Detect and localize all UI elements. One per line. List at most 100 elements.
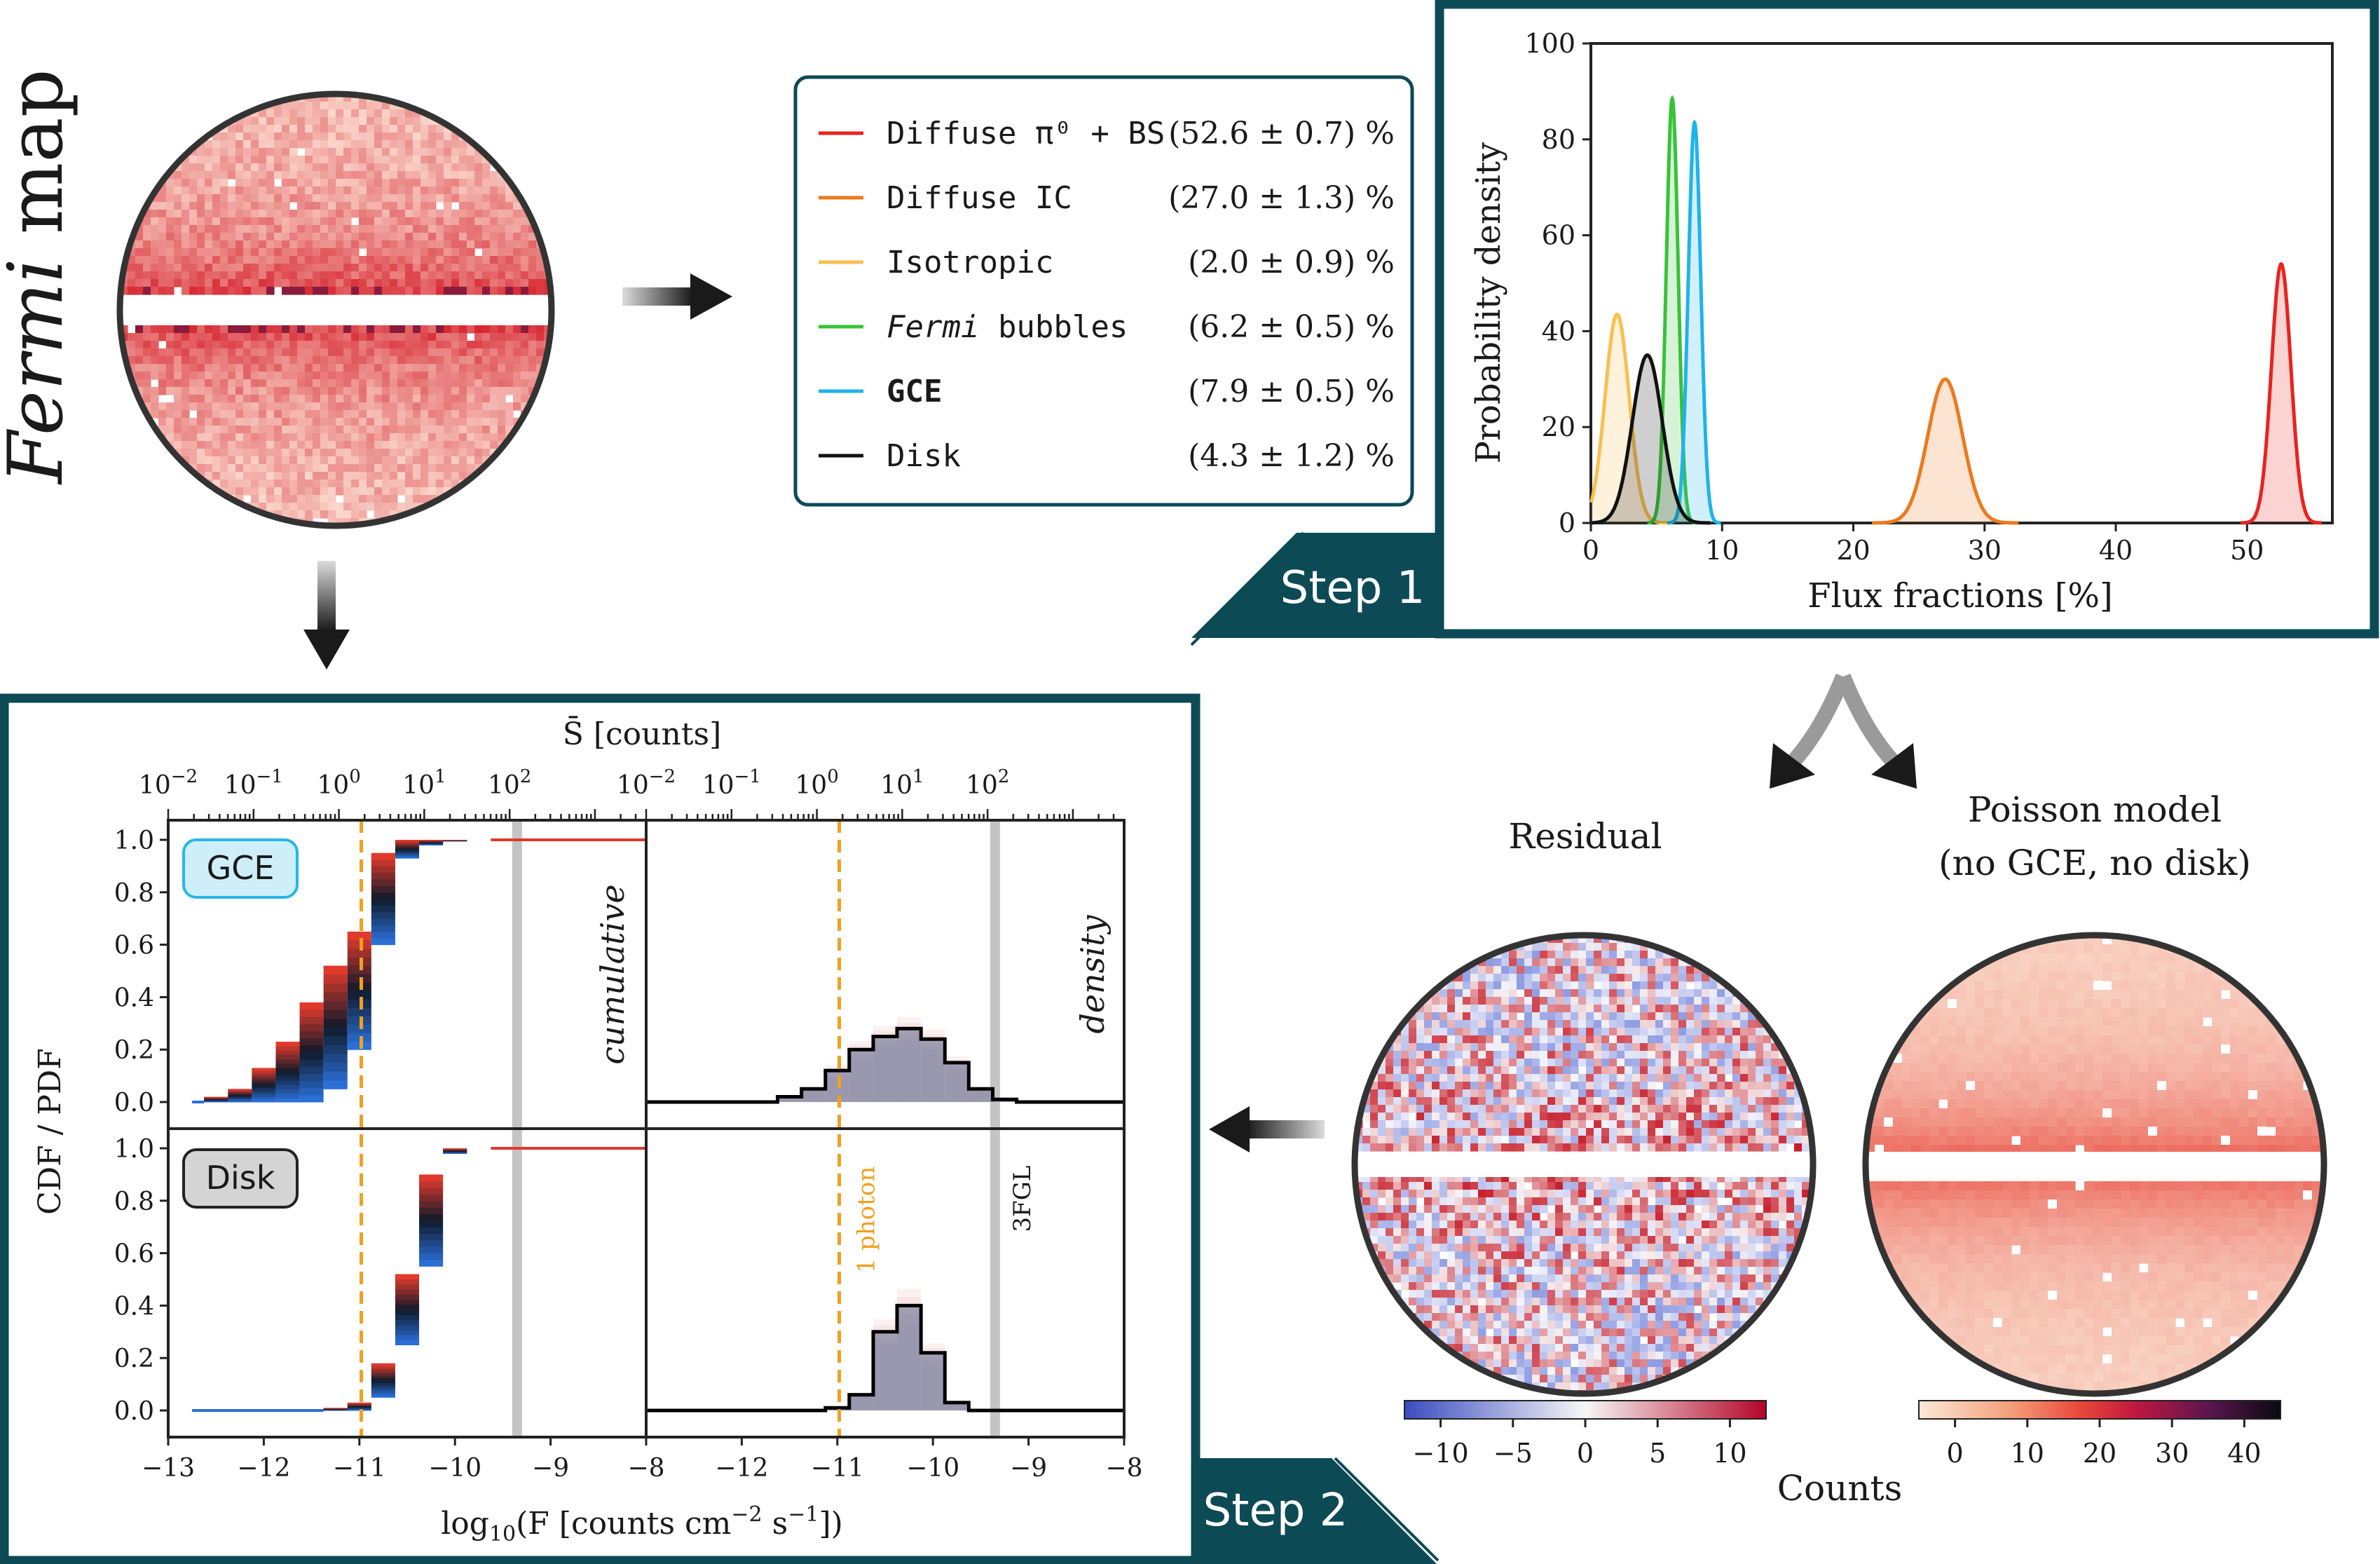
cdf-bar (324, 1089, 348, 1102)
cdf-quantile-band (204, 1101, 228, 1103)
cdf-quantile-band (395, 1314, 420, 1320)
flux-posterior-line (1872, 377, 2019, 525)
scl-x-tick-label: −9 (532, 1454, 569, 1483)
cdf-quantile-band (371, 918, 395, 926)
cdf-quantile-band (371, 1368, 395, 1371)
cdf-quantile-band (204, 1098, 228, 1099)
flux-posterior-fill (1591, 314, 1668, 523)
scl-top-tick-label: 10−1 (224, 766, 283, 800)
cdf-quantile-band (395, 1340, 420, 1345)
scl-y-tick-label: 0.0 (114, 1397, 154, 1426)
gce-label: GCE (207, 849, 275, 887)
scl-top-tick-label: 101 (402, 766, 446, 800)
cdf-quantile-band (228, 1097, 252, 1099)
legend-label: Disk (887, 438, 961, 474)
cdf-quantile-band (228, 1098, 252, 1100)
cdf-quantile-band (299, 1002, 324, 1010)
cdf-quantile-band (299, 1031, 324, 1039)
flux-y-tick-label: 0 (1559, 508, 1575, 538)
cdf-quantile-band (204, 1101, 228, 1102)
cdf-quantile-band (395, 1289, 420, 1295)
cdf-quantile-band (299, 1094, 324, 1103)
cdf-quantile-band (228, 1100, 252, 1102)
legend-label: Isotropic (887, 245, 1053, 280)
residual-colorbar-tick-label: 0 (1577, 1438, 1594, 1469)
cdf-quantile-band (395, 1304, 420, 1310)
cdf-quantile-band (347, 1403, 371, 1404)
flux-x-tick-label: 30 (1968, 535, 2002, 566)
scl-top-tick-label: 102 (488, 766, 531, 800)
legend-box: Diffuse π⁰ + BS (52.6 ± 0.7) % Diffuse IC (… (793, 75, 1414, 507)
cdf-quantile-band (204, 1099, 228, 1101)
flux-x-tick-label: 20 (1836, 535, 1870, 566)
cdf-quantile-band (204, 1097, 228, 1099)
cdf-quantile-band (419, 1188, 444, 1195)
residual-map-border (1351, 932, 1817, 1397)
cdf-quantile-band (419, 1227, 444, 1235)
cdf-quantile-band (275, 1050, 300, 1055)
cdf-quantile-band (275, 1054, 300, 1060)
cdf-quantile-band (419, 843, 444, 844)
legend-items: Diffuse π⁰ + BS (52.6 ± 0.7) % Diffuse IC (… (819, 116, 1395, 474)
cdf-quantile-band (419, 841, 444, 842)
cdf-quantile-band (347, 974, 371, 983)
cdf-quantile-band (419, 840, 444, 841)
poisson-map-border (1862, 932, 2327, 1397)
scl-xlabel: log10(F [counts cm−2 s−1]) (441, 1502, 843, 1546)
cdf-quantile-band (347, 982, 371, 991)
scl-top-tick-label: 10−2 (617, 766, 676, 800)
cdf-quantile-band (443, 1148, 467, 1150)
poisson-map-masked-plane (1866, 1152, 2324, 1177)
cdf-quantile-band (252, 1080, 276, 1083)
cdf-quantile-band (299, 1073, 324, 1082)
pdf-bar (873, 1331, 898, 1410)
cdf-quantile-band (371, 1385, 395, 1388)
cdf-bar (419, 845, 443, 1102)
cdf-quantile-band (371, 911, 395, 919)
cdf-quantile-band (228, 1095, 252, 1097)
pdf-bar (801, 1089, 826, 1102)
cdf-quantile-band (347, 1016, 371, 1025)
disk-label-box: Disk (182, 1148, 299, 1209)
flux-y-tick-label: 40 (1542, 315, 1575, 346)
cdf-quantile-band (347, 1409, 371, 1410)
cdf-quantile-band (395, 857, 420, 859)
cdf-quantile-band (275, 1067, 300, 1073)
cdf-quantile-band (347, 1041, 371, 1050)
arrow-down-icon (303, 561, 350, 669)
density-label: density (1074, 914, 1112, 1033)
cdf-quantile-band (275, 1084, 300, 1090)
cdf-quantile-band (419, 1239, 444, 1247)
cdf-quantile-band (419, 1246, 444, 1254)
step1-frame (1435, 0, 2379, 639)
colorbar-label: Counts (1777, 1468, 1903, 1509)
flux-x-tick-label: 50 (2230, 535, 2264, 566)
cdf-quantile-band (371, 931, 395, 939)
cdf-quantile-band (228, 1096, 252, 1098)
step1-tab (1191, 533, 1451, 638)
cdf-quantile-band (371, 1380, 395, 1383)
arrow-left-icon (1209, 1106, 1325, 1152)
flux-posterior-line (1591, 353, 1711, 525)
cdf-bar (419, 1266, 443, 1410)
step1-panel: Step 1 0 10 20 30 40 50 0 20 40 60 80 100 Flux frac… (1190, 0, 2379, 646)
cdf-quantile-band (347, 965, 371, 974)
cdf-bar (371, 1397, 395, 1410)
cdf-quantile-band (419, 1200, 444, 1208)
residual-colorbar-tick-label: 5 (1649, 1438, 1666, 1469)
cdf-quantile-band (228, 1099, 252, 1101)
cdf-quantile-band (252, 1084, 276, 1088)
pdf-bar (849, 1049, 873, 1102)
cdf-quantile-band (371, 1382, 395, 1386)
flux-posterior-fill (1647, 98, 1697, 523)
threefgl-band (990, 820, 1000, 1129)
cdf-quantile-band (371, 866, 395, 873)
cdf-quantile-band (395, 851, 420, 854)
fermi-map-border (116, 90, 555, 529)
cdf-quantile-band (299, 1087, 324, 1096)
scl-y-tick-label: 0.2 (114, 1036, 154, 1065)
scl-x-tick-label: −12 (715, 1454, 768, 1483)
cdf-quantile-band (395, 1294, 420, 1300)
step2-tab (1191, 1458, 1437, 1564)
